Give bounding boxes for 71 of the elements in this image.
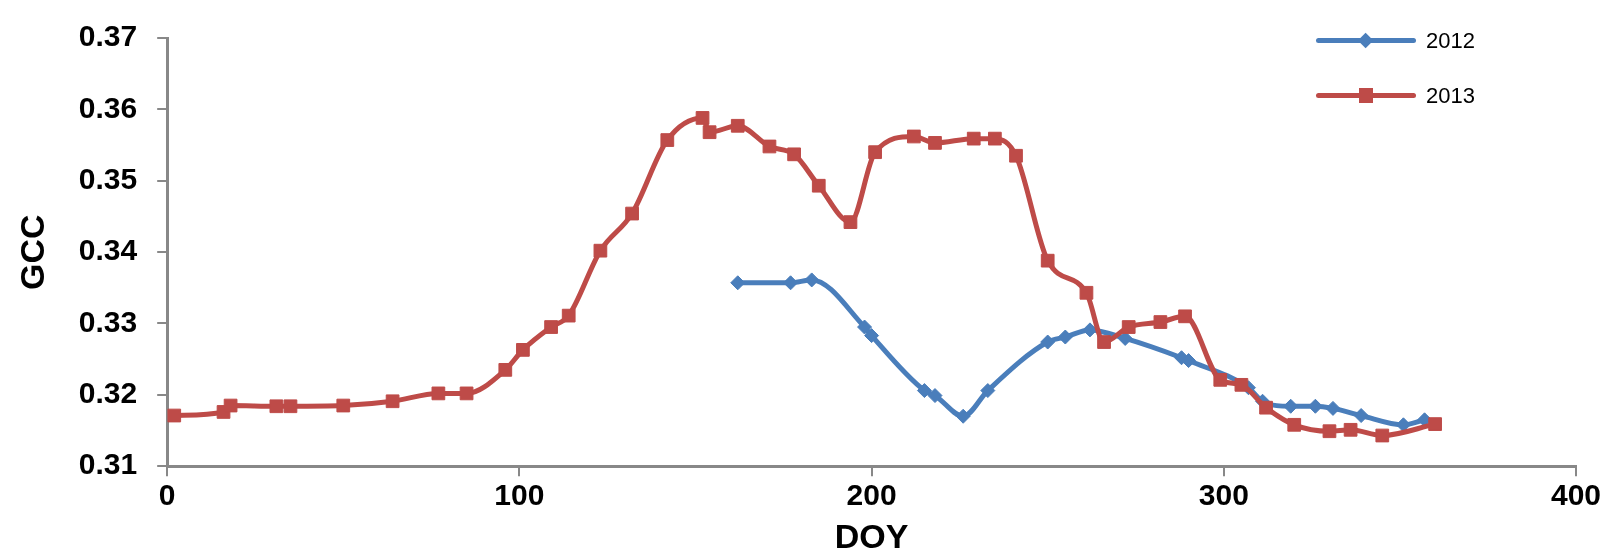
point: [1428, 417, 1442, 431]
point: [916, 383, 932, 399]
x-tick-label: 0: [158, 478, 176, 512]
legend-label: 2013: [1426, 82, 1475, 109]
point: [1057, 329, 1073, 345]
point: [561, 308, 576, 323]
point: [385, 394, 400, 409]
point: [1325, 400, 1341, 416]
point: [1353, 408, 1369, 424]
point: [804, 272, 820, 288]
point: [1178, 309, 1192, 324]
point: [762, 139, 777, 154]
point: [730, 118, 745, 133]
point: [1375, 428, 1390, 443]
point: [223, 398, 238, 413]
point: [843, 215, 858, 229]
point: [1040, 253, 1055, 268]
point: [459, 386, 474, 401]
point: [593, 243, 608, 258]
point: [783, 275, 799, 291]
point: [269, 399, 284, 414]
y-tick-label: 0.34: [78, 233, 138, 267]
point: [787, 147, 801, 162]
point: [980, 383, 996, 399]
y-tick-label: 0.35: [78, 162, 138, 195]
point: [907, 129, 921, 144]
point: [955, 408, 971, 424]
point: [966, 131, 981, 146]
point: [544, 320, 558, 334]
point: [857, 319, 873, 335]
point: [1213, 372, 1228, 387]
point: [695, 111, 710, 125]
point: [625, 206, 639, 221]
point: [283, 399, 298, 414]
point: [1153, 315, 1168, 329]
y-tick-label: 0.31: [78, 447, 138, 481]
point: [988, 131, 1002, 146]
point: [1009, 148, 1023, 163]
point: [864, 328, 880, 344]
point: [167, 408, 182, 423]
point: [1234, 377, 1249, 392]
point: [702, 125, 717, 140]
point: [431, 386, 446, 401]
point: [868, 145, 882, 160]
point: [1343, 422, 1358, 437]
x-tick-label: 300: [1198, 478, 1249, 512]
point: [927, 388, 943, 404]
y-tick-label: 0.32: [78, 376, 138, 410]
point: [1322, 424, 1337, 439]
y-tick-label: 0.37: [78, 19, 138, 53]
point: [498, 362, 513, 377]
y-tick-label: 0.36: [78, 90, 138, 124]
point: [1121, 320, 1136, 334]
point: [1040, 334, 1056, 350]
point: [928, 136, 942, 150]
x-tick-label: 100: [494, 478, 545, 512]
point: [1079, 285, 1094, 300]
point: [1181, 353, 1197, 369]
x-tick-label: 200: [846, 478, 897, 512]
x-tick-label: 400: [1550, 478, 1602, 512]
point: [1287, 417, 1302, 432]
point: [336, 398, 351, 413]
point: [660, 133, 675, 147]
point: [811, 178, 826, 193]
y-axis-title: GCC: [12, 214, 51, 290]
point: [1097, 335, 1111, 349]
legend-label: 2012: [1426, 27, 1475, 54]
x-axis-title: DOY: [834, 516, 909, 555]
point: [516, 343, 530, 357]
y-tick-label: 0.33: [78, 304, 138, 338]
point: [1259, 400, 1273, 415]
